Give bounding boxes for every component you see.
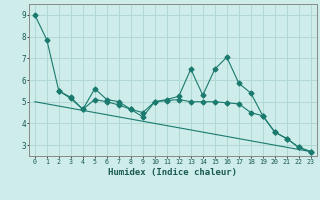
X-axis label: Humidex (Indice chaleur): Humidex (Indice chaleur) xyxy=(108,168,237,177)
